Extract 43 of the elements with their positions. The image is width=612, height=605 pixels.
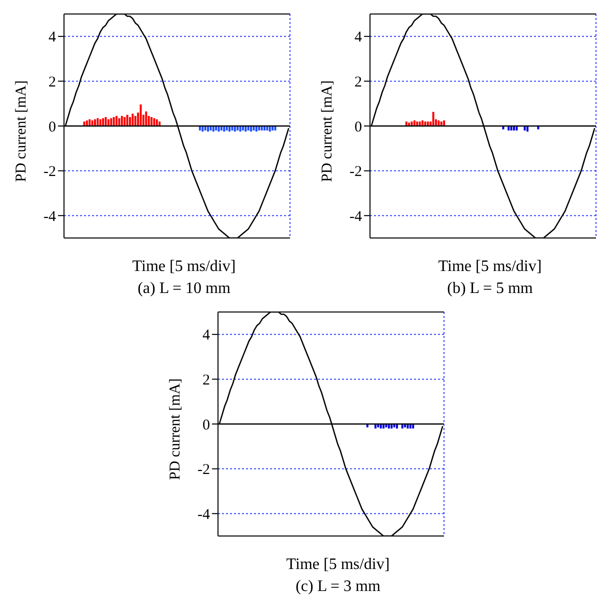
text: (b) L = 5 mm [446,279,534,299]
y-axis-title: PD current [mA] [319,80,336,182]
bar [126,114,128,126]
bar [145,111,148,126]
bar [124,117,126,126]
bar [132,114,134,126]
y-tick-label: 4 [48,30,56,46]
bar [140,104,142,126]
x-axis-title: Time [5 ms/div] [131,257,237,277]
y-tick-label: -2 [198,462,210,478]
y-tick-label: 4 [202,328,210,344]
y-tick-label: -2 [350,164,362,180]
y-tick-label: 0 [202,417,210,434]
y-tick-label: -4 [44,208,56,225]
y-tick-label: 0 [354,119,362,136]
bar [110,118,112,126]
text: (a) L = 10 mm [136,279,232,299]
bar [112,117,115,126]
x-axis-title: Time [5 ms/div] [285,555,391,575]
y-axis-title: PD current [mA] [13,80,30,182]
y-axis-title: PD current [mA] [167,378,184,480]
x-axis-title: Time [5 ms/div] [437,257,543,277]
y-tick-label: 2 [48,74,56,91]
bar [128,117,131,126]
bar [120,116,123,126]
bar [116,116,118,126]
bar [102,118,104,126]
bar [118,118,120,126]
bar [153,118,156,126]
bar [134,116,136,126]
y-tick-label: 0 [48,119,56,136]
bar [148,116,150,126]
bar [96,118,99,126]
text: (c) L = 3 mm [294,577,382,597]
bar [104,117,107,126]
bar [432,112,434,126]
y-tick-label: -4 [350,208,362,225]
y-tick-label: 2 [202,372,210,389]
y-tick-label: -2 [44,164,56,180]
y-tick-label: 2 [354,74,362,91]
bar [150,117,152,126]
y-tick-label: 4 [354,30,362,46]
y-tick-label: -4 [198,506,210,523]
